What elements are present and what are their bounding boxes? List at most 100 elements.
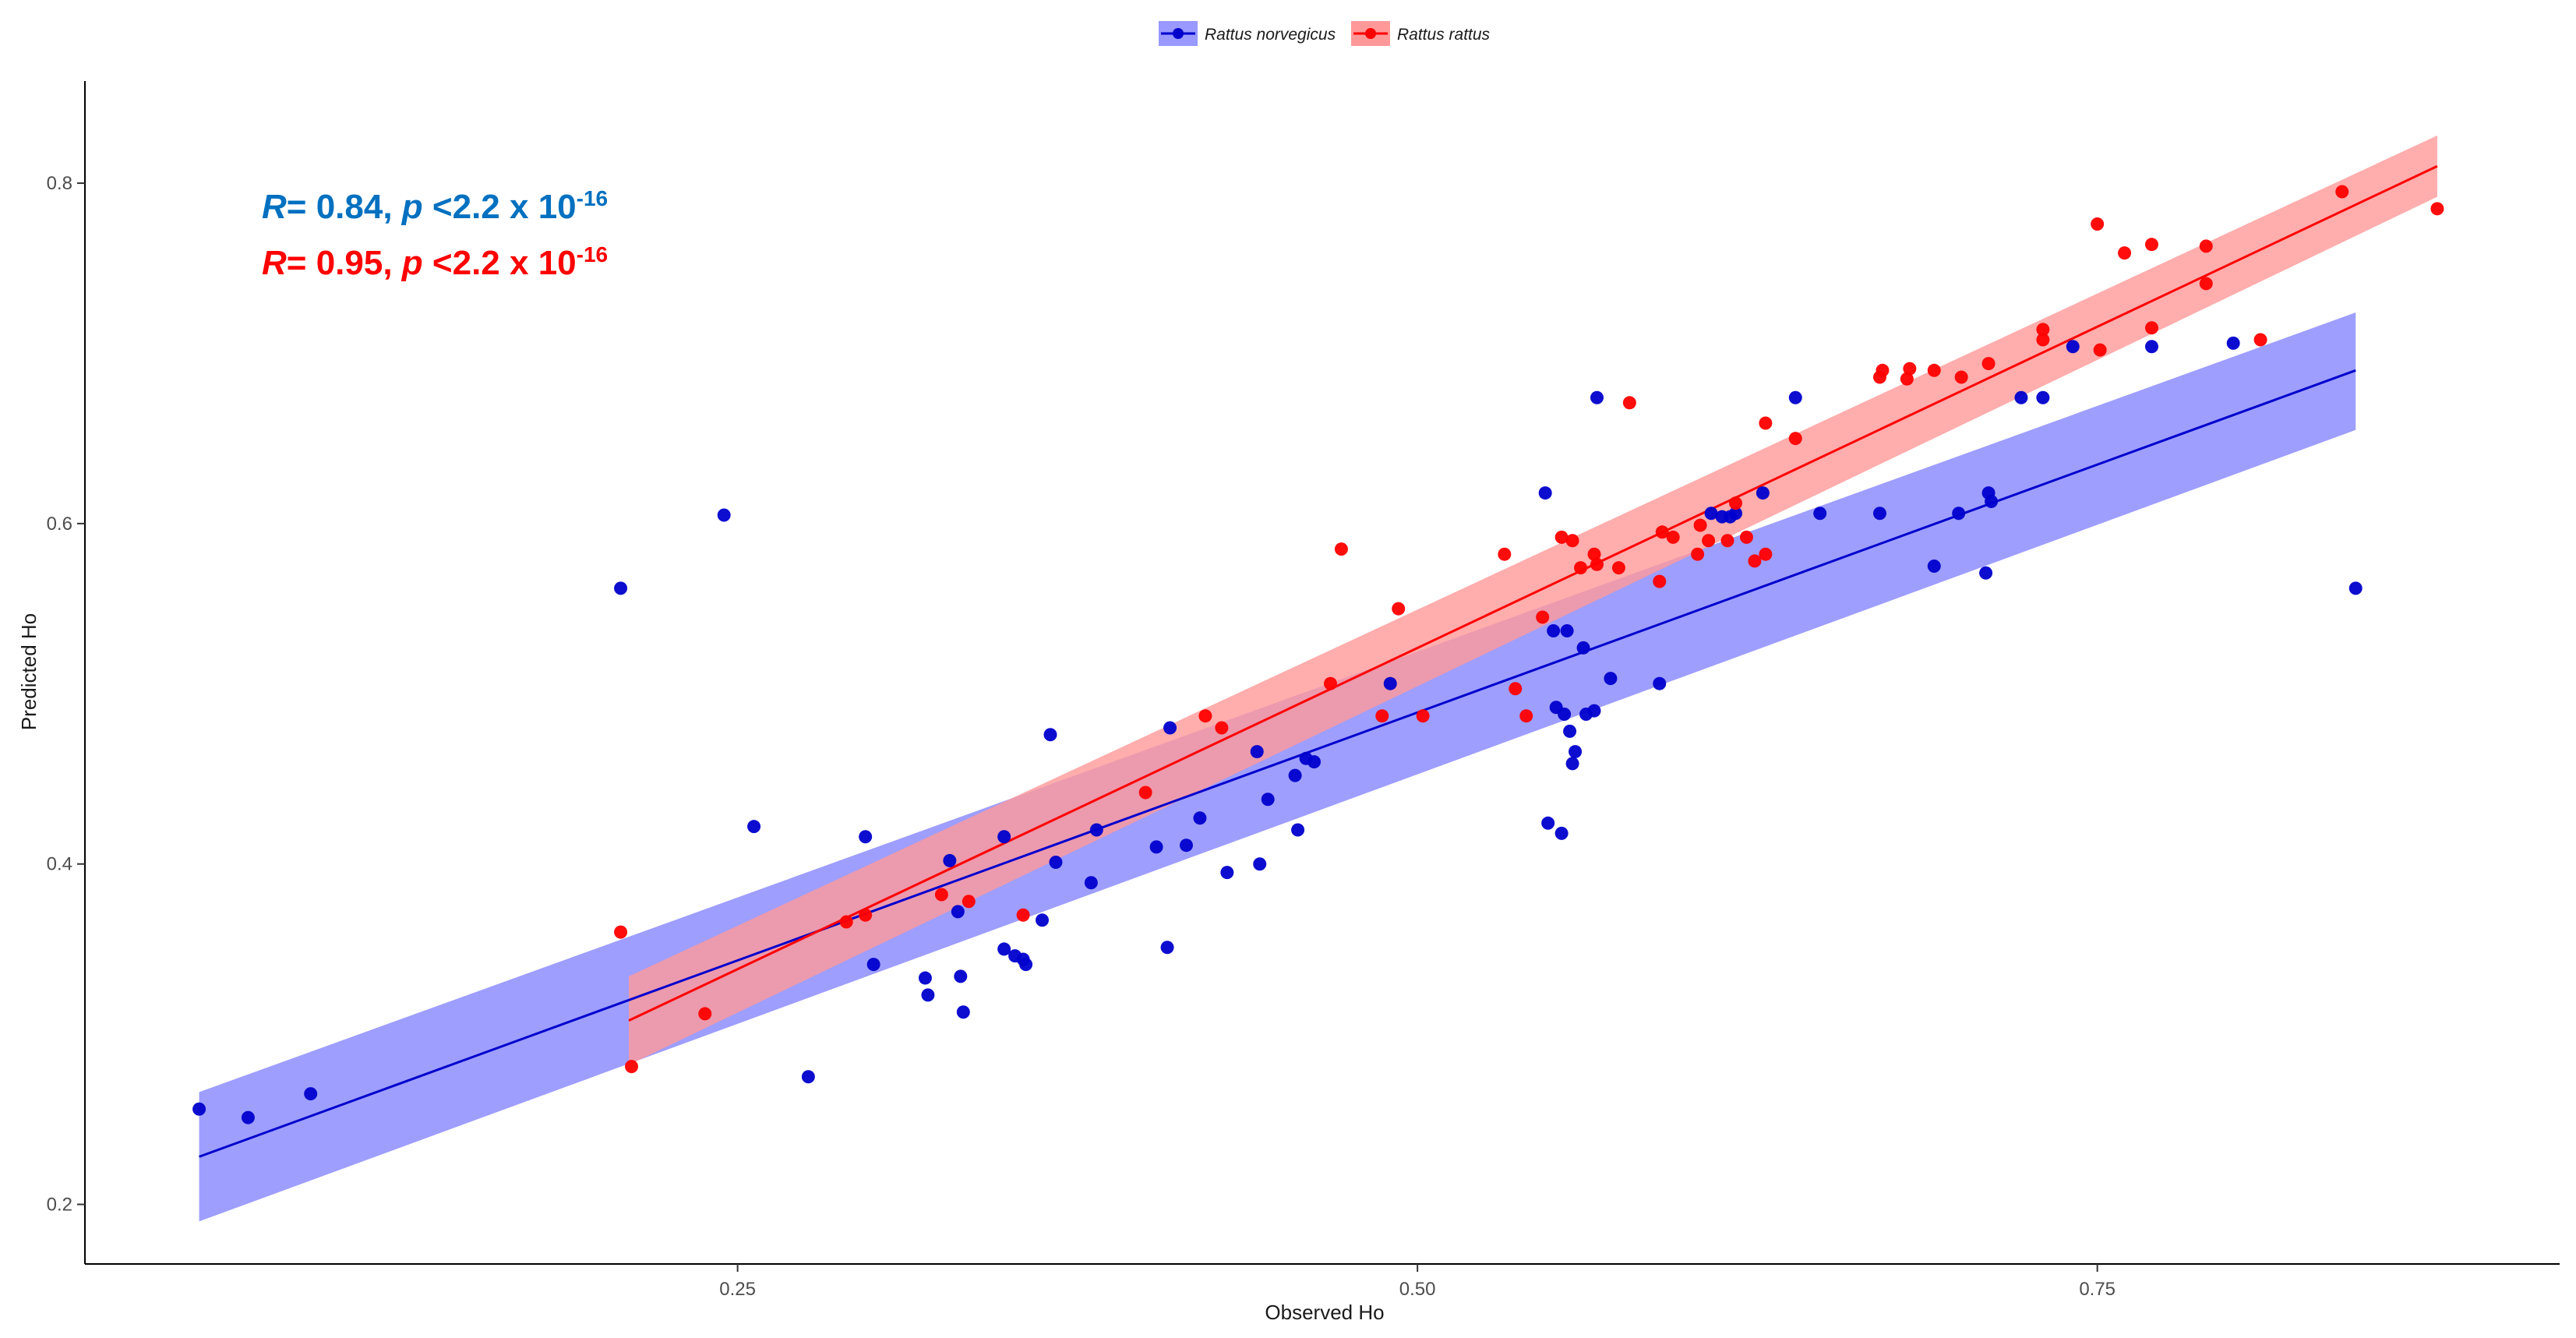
data-point-rattus — [2199, 277, 2213, 291]
r-symbol: R — [262, 188, 287, 226]
r-symbol: R — [262, 244, 287, 282]
data-point-norvegicus — [1250, 745, 1264, 759]
data-point-norvegicus — [1756, 486, 1770, 500]
data-point-norvegicus — [1569, 745, 1583, 759]
data-point-norvegicus — [997, 830, 1011, 844]
legend-key-rattus-dot — [1365, 28, 1376, 39]
data-point-norvegicus — [1179, 838, 1193, 853]
data-point-rattus — [859, 908, 873, 922]
data-point-norvegicus — [1253, 857, 1267, 871]
data-point-rattus — [1666, 530, 1680, 544]
data-point-norvegicus — [1538, 486, 1552, 500]
p-value: <2.2 x 10 — [423, 244, 577, 282]
data-point-norvegicus — [1049, 856, 1063, 870]
data-point-rattus — [1655, 525, 1669, 539]
data-point-norvegicus — [2348, 581, 2363, 595]
data-point-norvegicus — [1554, 826, 1569, 840]
data-point-norvegicus — [1193, 811, 1207, 825]
x-tick-label: 0.50 — [1399, 1279, 1436, 1300]
data-point-norvegicus — [717, 508, 731, 522]
data-point-norvegicus — [304, 1087, 318, 1101]
p-symbol: p — [401, 244, 423, 282]
confidence-band-rattus — [629, 135, 2437, 1065]
data-point-norvegicus — [1728, 507, 1742, 521]
data-point-rattus — [1536, 610, 1550, 624]
x-axis-title: Observed Ho — [1265, 1301, 1384, 1324]
data-point-norvegicus — [859, 830, 873, 844]
data-point-norvegicus — [951, 905, 965, 919]
data-point-rattus — [1788, 432, 1802, 446]
data-point-norvegicus — [801, 1070, 815, 1084]
data-point-norvegicus — [1604, 672, 1618, 686]
data-point-rattus — [698, 1007, 712, 1021]
data-point-rattus — [2335, 185, 2349, 199]
data-point-rattus — [1702, 534, 1716, 548]
data-point-rattus — [1016, 908, 1030, 922]
data-point-norvegicus — [1220, 866, 1234, 880]
data-point-rattus — [1900, 372, 1914, 386]
data-point-rattus — [1554, 530, 1569, 544]
data-point-norvegicus — [2036, 390, 2050, 404]
data-point-rattus — [1498, 547, 1512, 561]
p-exponent: -16 — [577, 186, 608, 210]
data-point-rattus — [1215, 721, 1229, 735]
legend-key-norvegicus-dot — [1173, 28, 1184, 39]
legend-label-rattus: Rattus rattus — [1397, 26, 1491, 44]
data-point-rattus — [1720, 534, 1734, 548]
data-point-norvegicus — [1163, 721, 1177, 735]
data-point-rattus — [1416, 709, 1430, 723]
data-point-norvegicus — [2226, 336, 2240, 350]
data-point-rattus — [2036, 323, 2050, 337]
x-tick-label: 0.75 — [2079, 1279, 2115, 1300]
data-point-rattus — [1622, 396, 1636, 410]
data-point-rattus — [1954, 370, 1968, 384]
data-point-norvegicus — [997, 942, 1011, 956]
r-value: = 0.84, — [287, 188, 402, 226]
data-point-norvegicus — [1590, 390, 1604, 404]
data-point-rattus — [1611, 561, 1625, 575]
data-point-rattus — [1587, 547, 1601, 561]
p-symbol: p — [401, 188, 423, 226]
data-point-rattus — [1375, 709, 1389, 723]
y-tick-label: 0.8 — [47, 173, 72, 194]
data-point-norvegicus — [614, 581, 628, 595]
data-point-norvegicus — [1288, 768, 1302, 782]
data-point-norvegicus — [2066, 340, 2080, 354]
data-point-norvegicus — [2144, 340, 2158, 354]
data-point-norvegicus — [241, 1110, 255, 1124]
confidence-band-norvegicus — [199, 312, 2356, 1222]
data-point-rattus — [2430, 202, 2444, 216]
data-point-rattus — [2093, 343, 2107, 357]
y-axis-title: Predicted Ho — [17, 613, 41, 730]
data-point-norvegicus — [1563, 724, 1577, 738]
data-point-norvegicus — [1261, 793, 1275, 807]
y-tick-label: 0.6 — [47, 514, 72, 535]
legend: Rattus norvegicus Rattus rattus — [1159, 21, 1491, 46]
data-point-rattus — [2036, 333, 2050, 347]
p-exponent: -16 — [577, 242, 608, 267]
data-point-rattus — [625, 1060, 639, 1074]
data-point-rattus — [1392, 602, 1406, 616]
data-point-norvegicus — [1979, 566, 1993, 580]
data-point-norvegicus — [1089, 823, 1103, 837]
data-point-norvegicus — [1036, 913, 1050, 927]
data-point-norvegicus — [918, 971, 932, 985]
correlation-annotation-rattus: R= 0.95, p <2.2 x 10-16 — [262, 242, 608, 282]
data-point-rattus — [2144, 238, 2158, 252]
data-point-norvegicus — [1084, 876, 1098, 890]
data-point-norvegicus — [1291, 823, 1305, 837]
data-point-rattus — [839, 915, 853, 929]
data-point-norvegicus — [1576, 641, 1590, 655]
data-point-rattus — [1693, 518, 1707, 532]
data-point-rattus — [1323, 676, 1337, 690]
data-point-rattus — [1198, 709, 1212, 723]
data-point-rattus — [1876, 363, 1890, 377]
data-point-norvegicus — [921, 988, 935, 1002]
data-point-norvegicus — [1788, 390, 1802, 404]
data-point-rattus — [1759, 547, 1773, 561]
data-point-norvegicus — [1547, 623, 1561, 637]
regression-line-rattus — [628, 164, 2438, 1022]
data-point-rattus — [1590, 557, 1604, 571]
data-point-norvegicus — [1558, 708, 1572, 722]
